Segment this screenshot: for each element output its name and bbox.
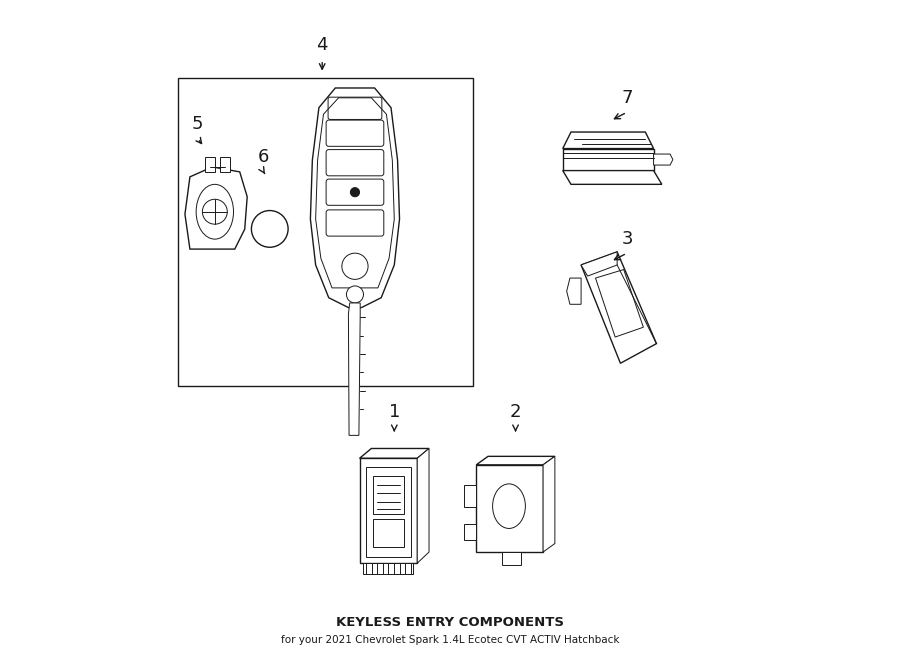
- Polygon shape: [418, 448, 429, 563]
- Bar: [178, 78, 472, 386]
- Text: 5: 5: [192, 115, 203, 133]
- Polygon shape: [220, 157, 230, 172]
- Polygon shape: [476, 456, 555, 465]
- Polygon shape: [581, 252, 617, 276]
- Polygon shape: [310, 88, 400, 307]
- Text: 6: 6: [257, 148, 269, 166]
- Polygon shape: [348, 303, 360, 436]
- Polygon shape: [364, 563, 413, 574]
- Polygon shape: [184, 167, 248, 249]
- Polygon shape: [464, 524, 476, 540]
- Circle shape: [346, 286, 364, 303]
- Polygon shape: [476, 465, 543, 552]
- Polygon shape: [581, 252, 656, 364]
- Text: KEYLESS ENTRY COMPONENTS: KEYLESS ENTRY COMPONENTS: [336, 615, 564, 629]
- Polygon shape: [502, 552, 521, 565]
- Polygon shape: [543, 456, 555, 552]
- Text: 2: 2: [509, 403, 521, 422]
- Circle shape: [350, 188, 359, 197]
- Text: 4: 4: [317, 36, 328, 54]
- Polygon shape: [359, 458, 418, 563]
- Polygon shape: [205, 157, 215, 172]
- Polygon shape: [567, 278, 581, 304]
- Polygon shape: [653, 154, 673, 165]
- Text: for your 2021 Chevrolet Spark 1.4L Ecotec CVT ACTIV Hatchback: for your 2021 Chevrolet Spark 1.4L Ecote…: [281, 635, 619, 645]
- Text: 3: 3: [621, 230, 633, 248]
- Polygon shape: [562, 149, 653, 171]
- Text: 1: 1: [389, 403, 400, 422]
- Polygon shape: [359, 448, 429, 458]
- Polygon shape: [562, 132, 653, 149]
- Text: 7: 7: [621, 89, 633, 107]
- Polygon shape: [562, 171, 662, 184]
- Circle shape: [251, 211, 288, 247]
- Polygon shape: [464, 485, 476, 508]
